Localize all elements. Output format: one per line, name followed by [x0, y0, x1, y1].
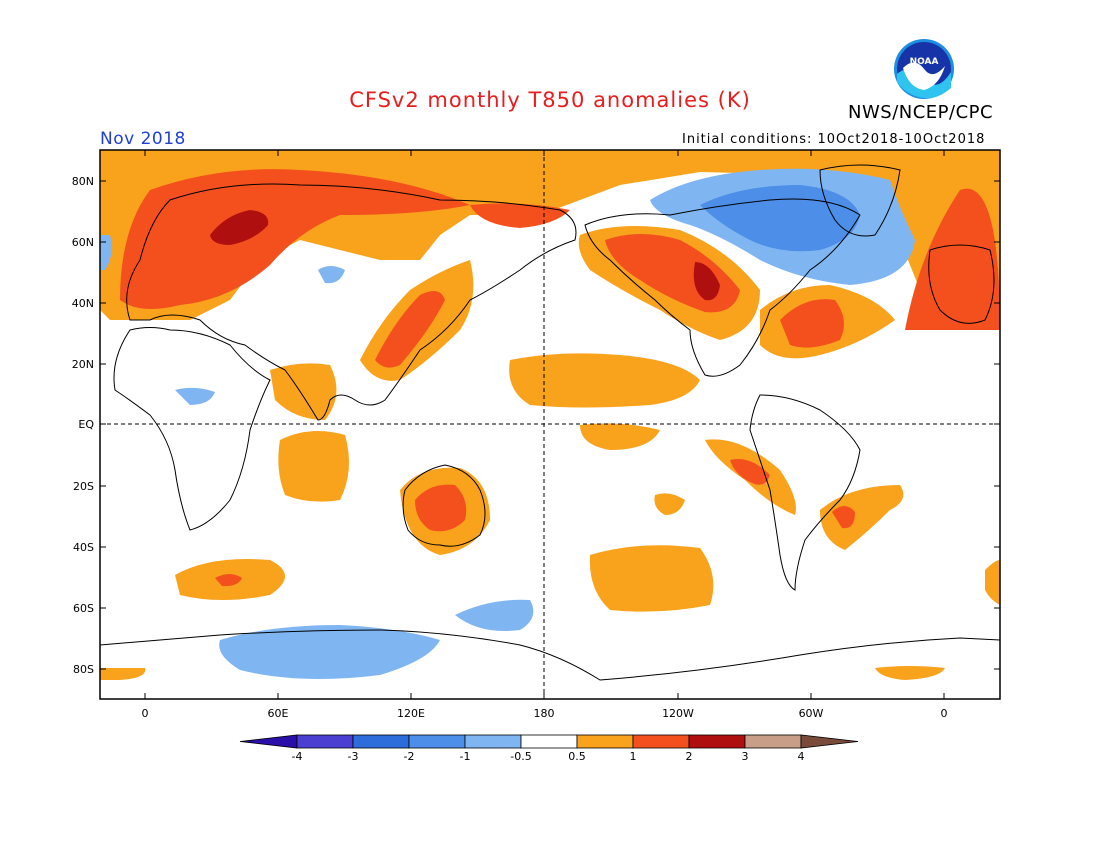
legend-swatch: [520, 734, 578, 749]
organization-label: NWS/NCEP/CPC: [848, 102, 994, 123]
antarctic-cool: [219, 625, 440, 679]
north-atlantic-cool-spot: [100, 235, 112, 270]
west-siberia-warm-strip: [470, 203, 570, 228]
forecast-month: Nov 2018: [100, 129, 186, 149]
atlantic-warm-core: [780, 299, 844, 348]
latitude-axis: 80N 60N 40N 20N EQ 20S 40S 60S 80S: [72, 175, 1000, 676]
lon-label: 60W: [799, 707, 824, 720]
coastlines: [100, 164, 1000, 681]
legend-swatch: [688, 734, 746, 749]
legend-swatch: [408, 734, 466, 749]
north-america-hot-spot: [693, 262, 720, 301]
india-warm: [270, 363, 337, 420]
australia-warm-core: [415, 484, 467, 532]
antarctic-warm-left: [100, 668, 146, 680]
lon-label: 180: [534, 707, 555, 720]
ross-sea-cool: [455, 599, 534, 631]
legend-swatch: [744, 734, 802, 749]
greenland-right-outline: [928, 244, 995, 324]
maritime-warm: [580, 423, 660, 450]
legend-tick-label: 3: [742, 750, 749, 763]
central-asia-cool-spot: [318, 266, 345, 284]
africa-cool-spot: [175, 387, 215, 405]
legend-swatch: [632, 734, 690, 749]
south-pacific-small-warm: [654, 493, 685, 515]
lat-label: 60N: [72, 236, 94, 249]
legend-tick-label: 0.5: [568, 750, 586, 763]
legend-tick-label: 2: [686, 750, 693, 763]
lat-label: 80N: [72, 175, 94, 188]
lat-label: 40S: [73, 541, 94, 554]
lon-label: 0: [142, 707, 149, 720]
lat-label: 20N: [72, 358, 94, 371]
lat-label: 20S: [73, 480, 94, 493]
south-atlantic-warm-core: [832, 506, 855, 529]
south-pacific-warm: [589, 545, 714, 612]
legend-swatch: [464, 734, 522, 749]
east-asia-warm-core: [375, 291, 445, 368]
eurasia-outline: [126, 183, 577, 421]
initial-conditions: Initial conditions: 10Oct2018-10Oct2018: [682, 132, 986, 147]
logo-text: NOAA: [910, 57, 939, 67]
south-indian-warm-core: [215, 574, 242, 587]
legend-swatch: [352, 734, 410, 749]
north-america-outline: [584, 198, 861, 377]
legend-swatch: [576, 734, 634, 749]
east-south-atlantic-warm: [985, 560, 1000, 605]
legend-tick-label: -4: [292, 750, 303, 763]
lat-label: 60S: [73, 602, 94, 615]
lat-label: 80S: [73, 663, 94, 676]
legend-tick-label: -3: [348, 750, 359, 763]
antarctic-warm-right: [875, 666, 945, 680]
legend-tick-label: 1: [630, 750, 637, 763]
eurasia-warm-core: [120, 169, 470, 309]
indian-ocean-warm: [278, 431, 349, 502]
map-title: CFSv2 monthly T850 anomalies (K): [349, 88, 751, 112]
south-atlantic-warm: [820, 485, 904, 550]
legend-colorbar: -4 -3 -2 -1 -0.5 0.5 1 2 3 4: [239, 734, 859, 763]
canada-cool-core: [700, 185, 860, 252]
eurasia-hot-spot: [210, 210, 269, 245]
longitude-axis: 0 60E 120E 180 120W 60W 0: [142, 150, 948, 720]
antarctica-outline: [100, 629, 1000, 681]
australia-outline: [402, 464, 486, 547]
legend-swatch-low: [239, 734, 298, 749]
noaa-logo-icon: NOAA: [894, 39, 954, 99]
legend-tick-label: -1: [460, 750, 471, 763]
legend-tick-label: 4: [798, 750, 805, 763]
central-pacific-warm: [509, 353, 700, 408]
legend-tick-label: -2: [404, 750, 415, 763]
lon-label: 120W: [662, 707, 694, 720]
greenland-outline: [819, 164, 901, 237]
lon-label: 120E: [397, 707, 425, 720]
lat-label: EQ: [78, 418, 94, 431]
legend-swatch-high: [800, 734, 859, 749]
legend-tick-label: -0.5: [510, 750, 531, 763]
europe-east-warm: [905, 188, 1000, 330]
africa-outline: [113, 327, 271, 531]
south-pacific-warm-core: [730, 459, 770, 485]
lon-label: 60E: [268, 707, 289, 720]
lat-label: 40N: [72, 297, 94, 310]
lon-label: 0: [941, 707, 948, 720]
south-america-outline: [749, 394, 861, 591]
legend-swatch: [296, 734, 354, 749]
